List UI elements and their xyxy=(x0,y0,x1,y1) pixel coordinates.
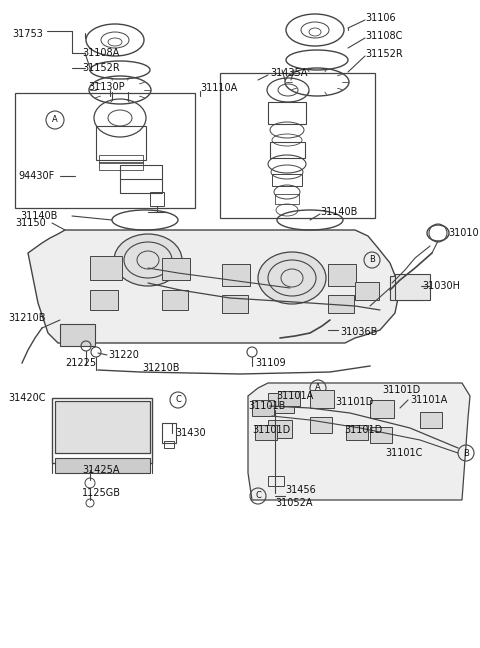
Bar xyxy=(150,192,164,206)
Text: 31036B: 31036B xyxy=(340,327,377,337)
Text: C: C xyxy=(255,491,261,500)
Text: 31101D: 31101D xyxy=(252,425,290,435)
Bar xyxy=(268,476,284,486)
Bar xyxy=(275,194,299,204)
Bar xyxy=(328,295,354,313)
Bar xyxy=(60,324,95,346)
Ellipse shape xyxy=(258,252,326,304)
Bar xyxy=(164,441,174,448)
Text: A: A xyxy=(52,115,58,124)
Text: A: A xyxy=(315,384,321,393)
Text: B: B xyxy=(369,255,375,264)
Bar xyxy=(268,420,292,438)
Bar xyxy=(55,458,150,473)
Bar xyxy=(268,102,306,124)
Bar xyxy=(90,256,122,280)
Bar xyxy=(270,142,305,158)
Bar xyxy=(99,155,143,163)
Bar xyxy=(370,400,394,418)
Text: B: B xyxy=(463,448,469,457)
Bar xyxy=(220,73,375,218)
Bar xyxy=(162,423,176,443)
Text: 31101D: 31101D xyxy=(382,385,420,395)
Bar xyxy=(310,390,334,408)
Bar xyxy=(99,162,143,170)
Bar xyxy=(346,425,368,440)
Text: 31101D: 31101D xyxy=(344,425,382,435)
Bar xyxy=(310,417,332,433)
Text: 31130P: 31130P xyxy=(88,82,125,92)
Bar xyxy=(96,126,146,160)
Bar xyxy=(120,165,162,193)
Text: 31101B: 31101B xyxy=(248,401,286,411)
Text: 31152R: 31152R xyxy=(82,63,120,73)
Text: 31052A: 31052A xyxy=(275,498,312,508)
Text: 31210B: 31210B xyxy=(8,313,46,323)
Text: 31101D: 31101D xyxy=(335,397,373,407)
Text: 94430F: 94430F xyxy=(18,171,54,181)
Text: 31435A: 31435A xyxy=(270,68,307,78)
Text: 31101A: 31101A xyxy=(410,395,447,405)
Text: 31030H: 31030H xyxy=(422,281,460,291)
Bar xyxy=(162,290,188,310)
Text: 21225: 21225 xyxy=(65,358,96,368)
Text: 31430: 31430 xyxy=(175,428,205,438)
Text: 31753: 31753 xyxy=(12,29,43,39)
Bar xyxy=(90,290,118,310)
Bar xyxy=(222,264,250,286)
Text: 31108C: 31108C xyxy=(365,31,402,41)
Bar xyxy=(222,295,248,313)
Text: C: C xyxy=(175,395,181,404)
Bar xyxy=(278,391,300,406)
Text: 31101A: 31101A xyxy=(276,391,313,401)
Text: 31420C: 31420C xyxy=(8,393,46,403)
Text: 1125GB: 1125GB xyxy=(82,488,121,498)
Bar xyxy=(252,400,274,416)
Bar xyxy=(55,401,150,453)
Bar xyxy=(268,393,294,413)
Text: 31210B: 31210B xyxy=(142,363,180,373)
Bar xyxy=(420,412,442,428)
Text: 31140B: 31140B xyxy=(320,207,358,217)
Text: 31108A: 31108A xyxy=(82,48,119,58)
Ellipse shape xyxy=(114,234,182,286)
Bar xyxy=(15,93,195,208)
Bar xyxy=(370,427,392,443)
Text: 31010: 31010 xyxy=(448,228,479,238)
Text: 31425A: 31425A xyxy=(82,465,120,475)
Text: 31220: 31220 xyxy=(108,350,139,360)
Bar xyxy=(52,398,152,463)
Bar xyxy=(328,264,356,286)
Bar xyxy=(272,174,302,186)
Bar xyxy=(390,276,422,300)
Polygon shape xyxy=(248,383,470,500)
Bar xyxy=(255,425,277,440)
Text: 31101C: 31101C xyxy=(385,448,422,458)
Bar xyxy=(355,282,379,300)
Text: 31152R: 31152R xyxy=(365,49,403,59)
Text: 31140B: 31140B xyxy=(20,211,58,221)
Bar xyxy=(395,274,430,300)
Text: 31106: 31106 xyxy=(365,13,396,23)
Bar xyxy=(162,258,190,280)
Text: 31109: 31109 xyxy=(255,358,286,368)
Text: 31150: 31150 xyxy=(15,218,46,228)
Text: 31456: 31456 xyxy=(285,485,316,495)
Polygon shape xyxy=(28,230,400,343)
Text: 31110A: 31110A xyxy=(200,83,237,93)
